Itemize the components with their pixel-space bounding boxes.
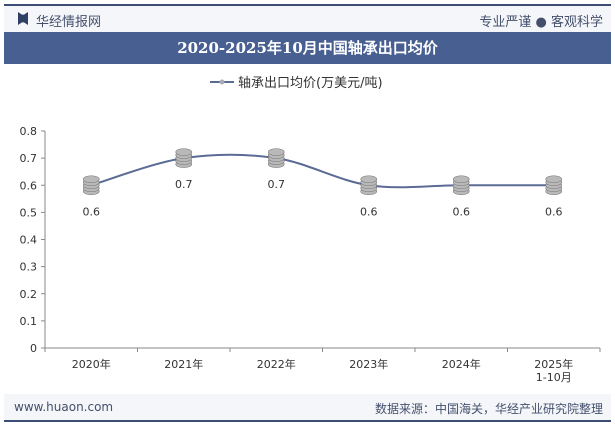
y-tick-label: 0.6 xyxy=(20,179,38,192)
y-tick-label: 0.7 xyxy=(20,152,38,165)
x-tick-label: 2024年 xyxy=(442,357,481,371)
coin-stack-icon xyxy=(82,175,100,196)
y-tick-label: 0.2 xyxy=(20,288,38,301)
y-tick-label: 0.5 xyxy=(20,206,38,219)
data-label: 0.6 xyxy=(83,205,101,218)
data-source: 数据来源：中国海关，华经产业研究院整理 xyxy=(374,402,603,416)
header-bar: 华经情报网 专业严谨 ● 客观科学 xyxy=(4,6,611,32)
huajing-logo-icon xyxy=(18,12,28,25)
chart-title: 2020-2025年10月中国轴承出口均价 xyxy=(4,32,611,64)
x-tick-label: 2021年 xyxy=(164,357,203,371)
x-tick-label: 2020年 xyxy=(72,357,111,371)
data-label: 0.7 xyxy=(268,178,286,191)
top-rule xyxy=(4,4,611,6)
y-tick-label: 0.1 xyxy=(20,315,38,328)
brand-name: 华经情报网 xyxy=(36,15,102,30)
website: www.huaon.com xyxy=(14,400,114,414)
data-label: 0.6 xyxy=(453,205,471,218)
coin-stack-icon xyxy=(360,175,378,196)
legend-marker-icon xyxy=(219,79,225,85)
line-chart: 轴承出口均价(万美元/吨) 0 0.1 0.2 0.3 0.4 0.5 0.6 0.7 0.8 20… xyxy=(20,76,601,384)
coin-stack-icon xyxy=(267,148,285,168)
series-line xyxy=(90,153,554,189)
bottom-rule xyxy=(4,420,611,422)
data-label: 0.6 xyxy=(360,205,378,218)
x-tick-label: 1-10月 xyxy=(536,371,572,384)
y-tick-label: 0.4 xyxy=(20,234,38,247)
data-label: 0.6 xyxy=(545,205,563,218)
x-tick-label: 2025年 xyxy=(534,357,573,371)
footer-bar: www.huaon.com 数据来源：中国海关，华经产业研究院整理 xyxy=(4,394,611,420)
y-tick-label: 0.3 xyxy=(20,261,38,274)
coin-stack-icon xyxy=(175,148,193,168)
x-tick-label: 2023年 xyxy=(349,357,388,371)
coin-stack-icon xyxy=(452,175,470,196)
coin-stack-icon xyxy=(545,175,563,196)
y-tick-label: 0 xyxy=(30,342,37,355)
data-label: 0.7 xyxy=(175,178,193,191)
y-tick-label: 0.8 xyxy=(20,125,38,138)
legend-label: 轴承出口均价(万美元/吨) xyxy=(238,76,383,91)
slogan: 专业严谨 ● 客观科学 xyxy=(479,15,603,30)
x-tick-label: 2022年 xyxy=(257,357,296,371)
